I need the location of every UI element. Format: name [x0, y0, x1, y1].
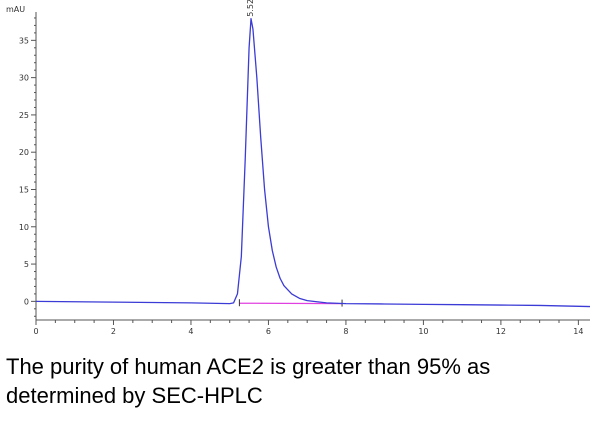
x-tick-label: 10 — [418, 327, 428, 336]
y-tick-label: 30 — [19, 74, 29, 83]
x-tick-label: 14 — [573, 327, 583, 336]
y-tick-label: 0 — [24, 297, 29, 306]
chromatogram-chart: 0 2 4 6 8 10 12 14 0 5 10 15 20 25 30 35 mAU 5.525 — [6, 0, 591, 336]
y-tick-label: 10 — [19, 223, 29, 232]
y-tick-label: 35 — [19, 36, 29, 45]
y-tick-label: 15 — [19, 185, 29, 194]
x-tick-label: 2 — [111, 327, 116, 336]
x-tick-label: 12 — [496, 327, 506, 336]
peak-retention-label: 5.525 — [246, 0, 255, 17]
figure-caption: The purity of human ACE2 is greater than… — [6, 354, 491, 408]
y-tick-label: 25 — [19, 111, 29, 120]
y-tick-label: 20 — [19, 148, 29, 157]
y-axis-unit-label: mAU — [6, 5, 25, 14]
chromatogram-trace — [35, 18, 591, 308]
x-tick-label: 8 — [343, 327, 348, 336]
x-tick-label: 6 — [266, 327, 271, 336]
axes — [35, 12, 590, 321]
y-tick-label: 5 — [24, 260, 29, 269]
x-tick-label: 4 — [188, 327, 193, 336]
ticks: 0 2 4 6 8 10 12 14 0 5 10 15 20 25 30 35 — [19, 17, 583, 336]
series-lines — [35, 18, 591, 308]
x-tick-label: 0 — [33, 327, 38, 336]
